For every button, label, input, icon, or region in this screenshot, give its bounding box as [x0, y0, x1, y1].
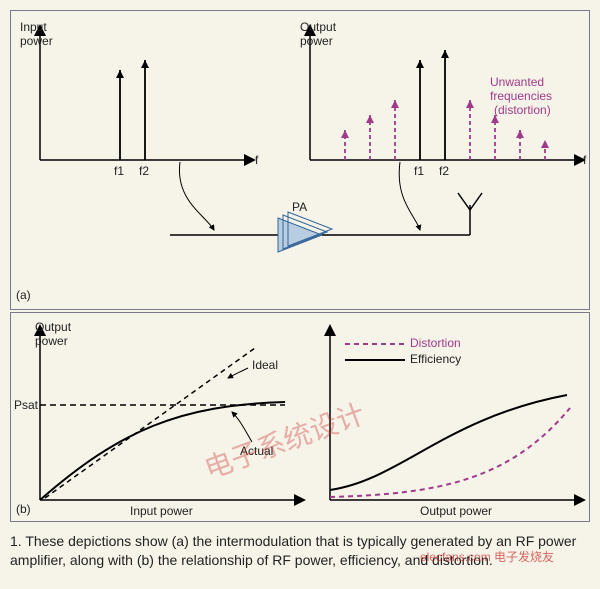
- tone-labels-layer: f1 f2 f1 f2: [0, 0, 600, 589]
- tick-label: f1: [414, 164, 424, 178]
- tick-label: f2: [139, 164, 149, 178]
- tick-label: f1: [114, 164, 124, 178]
- tick-label: f2: [439, 164, 449, 178]
